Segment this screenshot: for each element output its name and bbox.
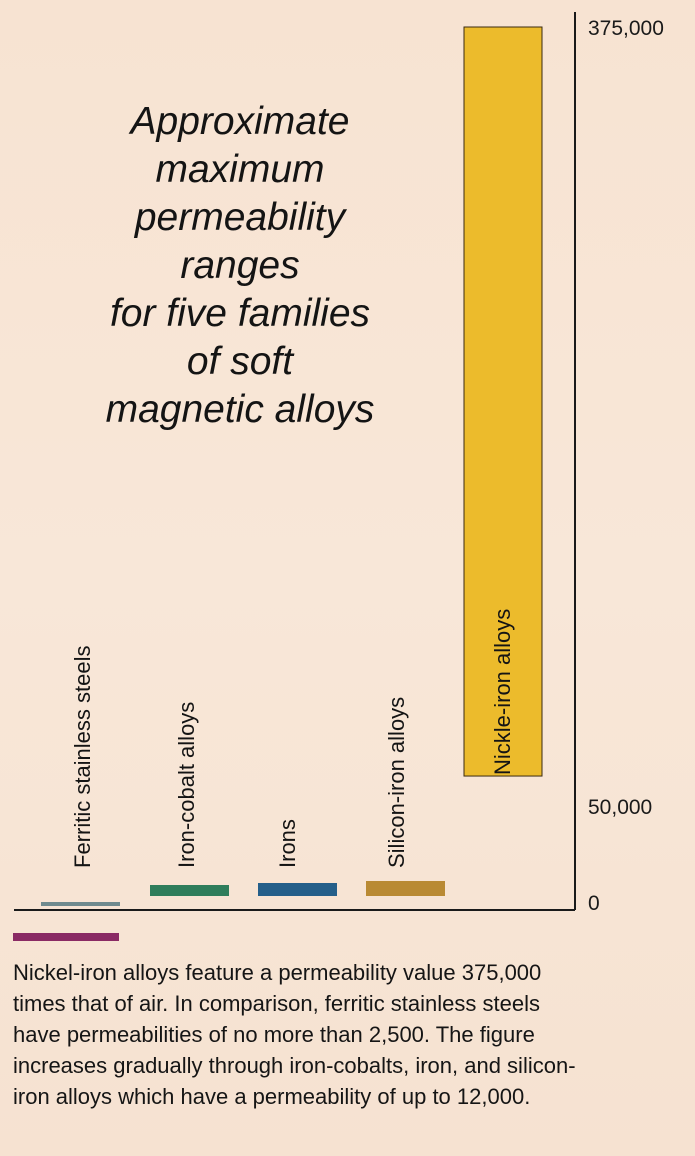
figure-caption: Nickel-iron alloys feature a permeabilit… bbox=[13, 957, 683, 1112]
y-tick-label: 50,000 bbox=[588, 796, 652, 819]
title-line: of soft bbox=[186, 340, 294, 383]
category-label: Nickle-iron alloys bbox=[490, 609, 515, 775]
title-line: ranges bbox=[180, 244, 300, 287]
bar-layer bbox=[41, 26, 543, 906]
caption-accent-bar bbox=[13, 933, 119, 941]
bar-nickle-iron-alloys bbox=[463, 26, 543, 777]
y-tick-label: 375,000 bbox=[588, 17, 664, 40]
title-line: for five families bbox=[109, 292, 371, 335]
caption-line: iron alloys which have a permeability of… bbox=[13, 1084, 531, 1109]
category-label: Silicon-iron alloys bbox=[384, 697, 409, 868]
category-label: Iron-cobalt alloys bbox=[174, 702, 199, 868]
category-label: Irons bbox=[275, 819, 300, 868]
title-line: Approximate bbox=[130, 100, 350, 143]
caption-line: times that of air. In comparison, ferrit… bbox=[13, 991, 540, 1016]
title-line: magnetic alloys bbox=[105, 388, 375, 431]
bar-iron-cobalt-alloys bbox=[150, 885, 229, 896]
axis-layer: 0 50,000 375,000 bbox=[14, 12, 664, 915]
y-tick-label: 0 bbox=[588, 892, 600, 915]
bar-silicon-iron-alloys bbox=[366, 881, 445, 896]
title-line: maximum bbox=[155, 148, 325, 191]
caption-line: have permeabilities of no more than 2,50… bbox=[13, 1022, 535, 1047]
caption-line: increases gradually through iron-cobalts… bbox=[13, 1053, 576, 1078]
chart-title: Approximate maximum permeability ranges … bbox=[50, 98, 430, 434]
category-label: Ferritic stainless steels bbox=[70, 645, 95, 868]
title-line: permeability bbox=[134, 196, 346, 239]
label-layer: Ferritic stainless steels Iron-cobalt all… bbox=[70, 609, 515, 868]
caption-line: Nickel-iron alloys feature a permeabilit… bbox=[13, 960, 542, 985]
bar-ferritic-stainless-steels bbox=[41, 902, 120, 906]
bar-irons bbox=[258, 883, 337, 896]
